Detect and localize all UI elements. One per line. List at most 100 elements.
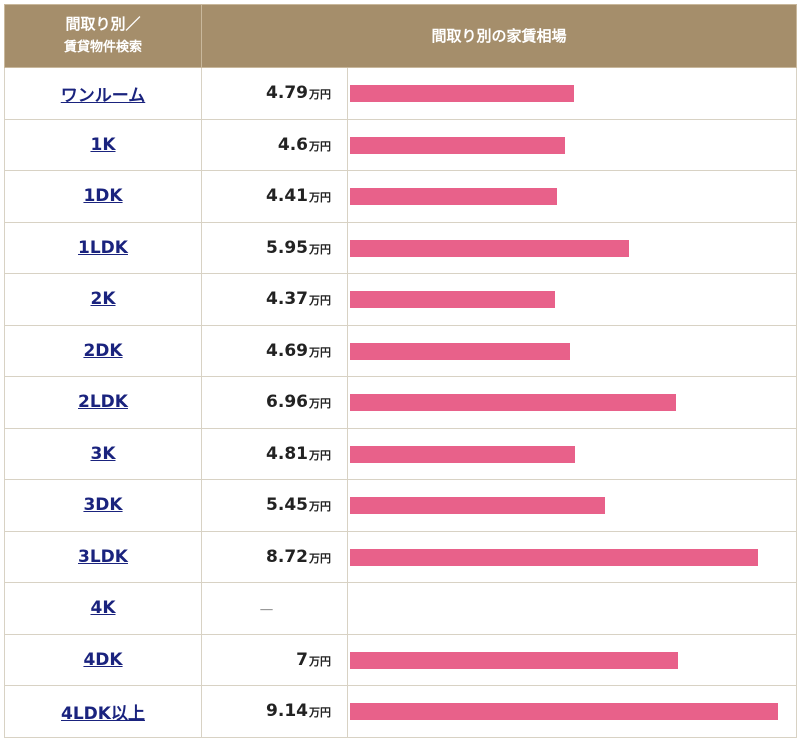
layout-link[interactable]: 4K <box>90 598 116 619</box>
table-row: 4K － <box>4 582 798 635</box>
rent-value-cell: － <box>201 582 348 635</box>
rent-unit-label: 万円 <box>309 345 331 359</box>
table-body: ワンルーム 4.79万円 1K 4.6万円 1DK 4.41万円 1LDK 5.95万円 2K 4… <box>4 67 798 738</box>
rent-value-label: 5.45 <box>266 495 308 516</box>
rent-unit-label: 万円 <box>309 294 331 308</box>
rent-value-missing: － <box>258 600 275 621</box>
rent-bar <box>350 497 605 515</box>
rent-bar-cell <box>346 685 798 738</box>
rent-unit-label: 万円 <box>309 88 331 102</box>
layout-link[interactable]: 4DK <box>83 649 123 670</box>
rent-bar-cell <box>346 118 798 171</box>
rent-value-cell: 4.79万円 <box>201 67 348 120</box>
rent-bar-cell <box>346 582 798 635</box>
rent-unit-label: 万円 <box>309 191 331 205</box>
layout-cell: 2DK <box>4 324 202 377</box>
table-row: 3K 4.81万円 <box>4 427 798 480</box>
rent-value-label: 6.96 <box>266 392 308 413</box>
rent-bar <box>350 548 758 566</box>
layout-cell: ワンルーム <box>4 67 202 120</box>
rent-value-label: 7 <box>296 649 308 670</box>
layout-link[interactable]: 2DK <box>83 340 123 361</box>
layout-cell: 4DK <box>4 633 202 686</box>
rent-unit-label: 万円 <box>309 139 331 153</box>
table-row: 4LDK以上 9.14万円 <box>4 685 798 738</box>
rent-value-cell: 4.41万円 <box>201 170 348 223</box>
rent-bar <box>350 85 574 103</box>
rent-value-label: 9.14 <box>266 701 308 722</box>
layout-cell: 1LDK <box>4 221 202 274</box>
rent-value-cell: 9.14万円 <box>201 685 348 738</box>
layout-search-header: 間取り別／ 賃貸物件検索 <box>4 4 202 68</box>
layout-link[interactable]: 1LDK <box>78 237 128 258</box>
rent-bar <box>350 703 778 721</box>
layout-link[interactable]: 3DK <box>83 495 123 516</box>
rent-value-label: 4.41 <box>266 186 308 207</box>
rent-bar-cell <box>346 376 798 429</box>
layout-cell: 1K <box>4 118 202 171</box>
table-row: 2DK 4.69万円 <box>4 324 798 377</box>
rent-value-cell: 4.69万円 <box>201 324 348 377</box>
rent-bar <box>350 342 570 360</box>
table-row: ワンルーム 4.79万円 <box>4 67 798 120</box>
layout-link[interactable]: 2LDK <box>78 392 128 413</box>
rent-bar <box>350 188 557 206</box>
rent-value-label: 4.37 <box>266 289 308 310</box>
rent-bar <box>350 445 575 463</box>
layout-cell: 1DK <box>4 170 202 223</box>
table-row: 2K 4.37万円 <box>4 273 798 326</box>
table-row: 4DK 7万円 <box>4 633 798 686</box>
rent-unit-label: 万円 <box>309 500 331 514</box>
rent-bar-cell <box>346 221 798 274</box>
rent-bar <box>350 239 629 257</box>
rent-unit-label: 万円 <box>309 551 331 565</box>
rent-bar-cell <box>346 170 798 223</box>
rent-unit-label: 万円 <box>309 397 331 411</box>
rent-value-label: 4.81 <box>266 443 308 464</box>
table-row: 1DK 4.41万円 <box>4 170 798 223</box>
layout-link[interactable]: 3LDK <box>78 546 128 567</box>
rent-value-cell: 4.6万円 <box>201 118 348 171</box>
layout-link[interactable]: 4LDK以上 <box>61 703 145 724</box>
rent-by-layout-table: 間取り別／ 賃貸物件検索 間取り別の家賃相場 ワンルーム 4.79万円 1K 4.6万… <box>4 4 798 738</box>
table-row: 3DK 5.45万円 <box>4 479 798 532</box>
rent-value-cell: 7万円 <box>201 633 348 686</box>
layout-link[interactable]: 1K <box>90 134 116 155</box>
rent-unit-label: 万円 <box>309 448 331 462</box>
layout-cell: 2K <box>4 273 202 326</box>
layout-link[interactable]: 2K <box>90 289 116 310</box>
rent-value-label: 4.69 <box>266 340 308 361</box>
rent-value-label: 4.79 <box>266 83 308 104</box>
rent-bar <box>350 651 678 669</box>
layout-cell: 3LDK <box>4 530 202 583</box>
rent-bar-cell <box>346 324 798 377</box>
rent-table-container: 間取り別／ 賃貸物件検索 間取り別の家賃相場 ワンルーム 4.79万円 1K 4.6万… <box>4 4 798 742</box>
layout-cell: 3K <box>4 427 202 480</box>
rent-value-cell: 5.45万円 <box>201 479 348 532</box>
rent-unit-label: 万円 <box>309 242 331 256</box>
table-header-row: 間取り別／ 賃貸物件検索 間取り別の家賃相場 <box>4 4 798 68</box>
rent-value-label: 8.72 <box>266 546 308 567</box>
rent-value-cell: 8.72万円 <box>201 530 348 583</box>
rent-bar-cell <box>346 530 798 583</box>
rent-bar <box>350 394 676 412</box>
rent-bar <box>350 136 565 154</box>
table-row: 1K 4.6万円 <box>4 118 798 171</box>
layout-cell: 4LDK以上 <box>4 685 202 738</box>
rent-bar-cell <box>346 479 798 532</box>
rent-unit-label: 万円 <box>309 706 331 720</box>
layout-cell: 4K <box>4 582 202 635</box>
rent-value-label: 5.95 <box>266 237 308 258</box>
rent-bar <box>350 291 555 309</box>
rent-value-cell: 6.96万円 <box>201 376 348 429</box>
layout-link[interactable]: ワンルーム <box>60 85 146 106</box>
rent-value-label: 4.6 <box>277 134 308 155</box>
rent-value-cell: 4.81万円 <box>201 427 348 480</box>
layout-search-header-line2: 賃貸物件検索 <box>63 40 142 55</box>
layout-link[interactable]: 1DK <box>83 186 123 207</box>
rent-bar-cell <box>346 633 798 686</box>
layout-cell: 2LDK <box>4 376 202 429</box>
rent-bar-cell <box>346 67 798 120</box>
layout-link[interactable]: 3K <box>90 443 116 464</box>
rent-unit-label: 万円 <box>309 654 331 668</box>
